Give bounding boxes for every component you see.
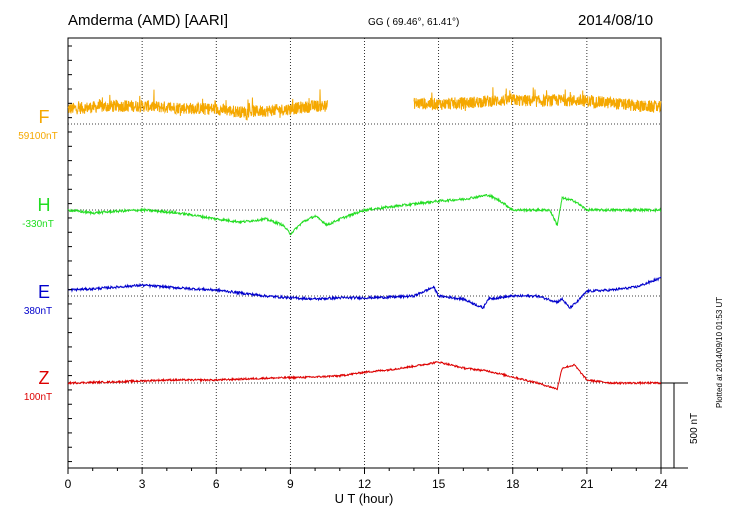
scale-bar bbox=[661, 382, 688, 469]
coordinates-label: GG ( 69.46°, 61.41°) bbox=[368, 17, 460, 28]
x-tick-label-21: 21 bbox=[580, 477, 594, 491]
plotted-timestamp: Plotted at 2014/09/10 01:53 UT bbox=[715, 296, 724, 408]
channel-z-label: Z bbox=[38, 368, 50, 388]
x-tick-label-24: 24 bbox=[654, 477, 668, 491]
axis-ticks bbox=[67, 45, 662, 474]
x-tick-label-6: 6 bbox=[213, 477, 220, 491]
date-label: 2014/08/10 bbox=[578, 12, 654, 29]
channel-e-label: E bbox=[37, 282, 50, 302]
station-title: Amderma (AMD) [AARI] bbox=[68, 12, 229, 29]
channel-f-baseline: 59100nT bbox=[18, 131, 58, 142]
channel-f-label: F bbox=[38, 107, 50, 127]
channel-z-baseline: 100nT bbox=[23, 392, 53, 403]
x-axis-title: U T (hour) bbox=[335, 491, 394, 506]
trace-h bbox=[67, 193, 662, 236]
channel-h-baseline: -330nT bbox=[22, 219, 54, 230]
channel-h-label: H bbox=[37, 195, 51, 215]
x-tick-label-15: 15 bbox=[432, 477, 446, 491]
scale-bar-label: 500 nT bbox=[689, 412, 700, 444]
traces bbox=[67, 87, 662, 391]
x-tick-label-12: 12 bbox=[358, 477, 372, 491]
x-tick-label-3: 3 bbox=[139, 477, 146, 491]
x-tick-label-0: 0 bbox=[65, 477, 72, 491]
x-tick-label-18: 18 bbox=[506, 477, 520, 491]
trace-f bbox=[67, 87, 662, 121]
channel-e-baseline: 380nT bbox=[23, 306, 53, 317]
trace-e bbox=[67, 276, 662, 310]
x-tick-label-9: 9 bbox=[287, 477, 294, 491]
x-tick-labels: 0 3 6 9 12 15 18 21 24 bbox=[65, 477, 668, 491]
trace-z bbox=[67, 360, 662, 391]
